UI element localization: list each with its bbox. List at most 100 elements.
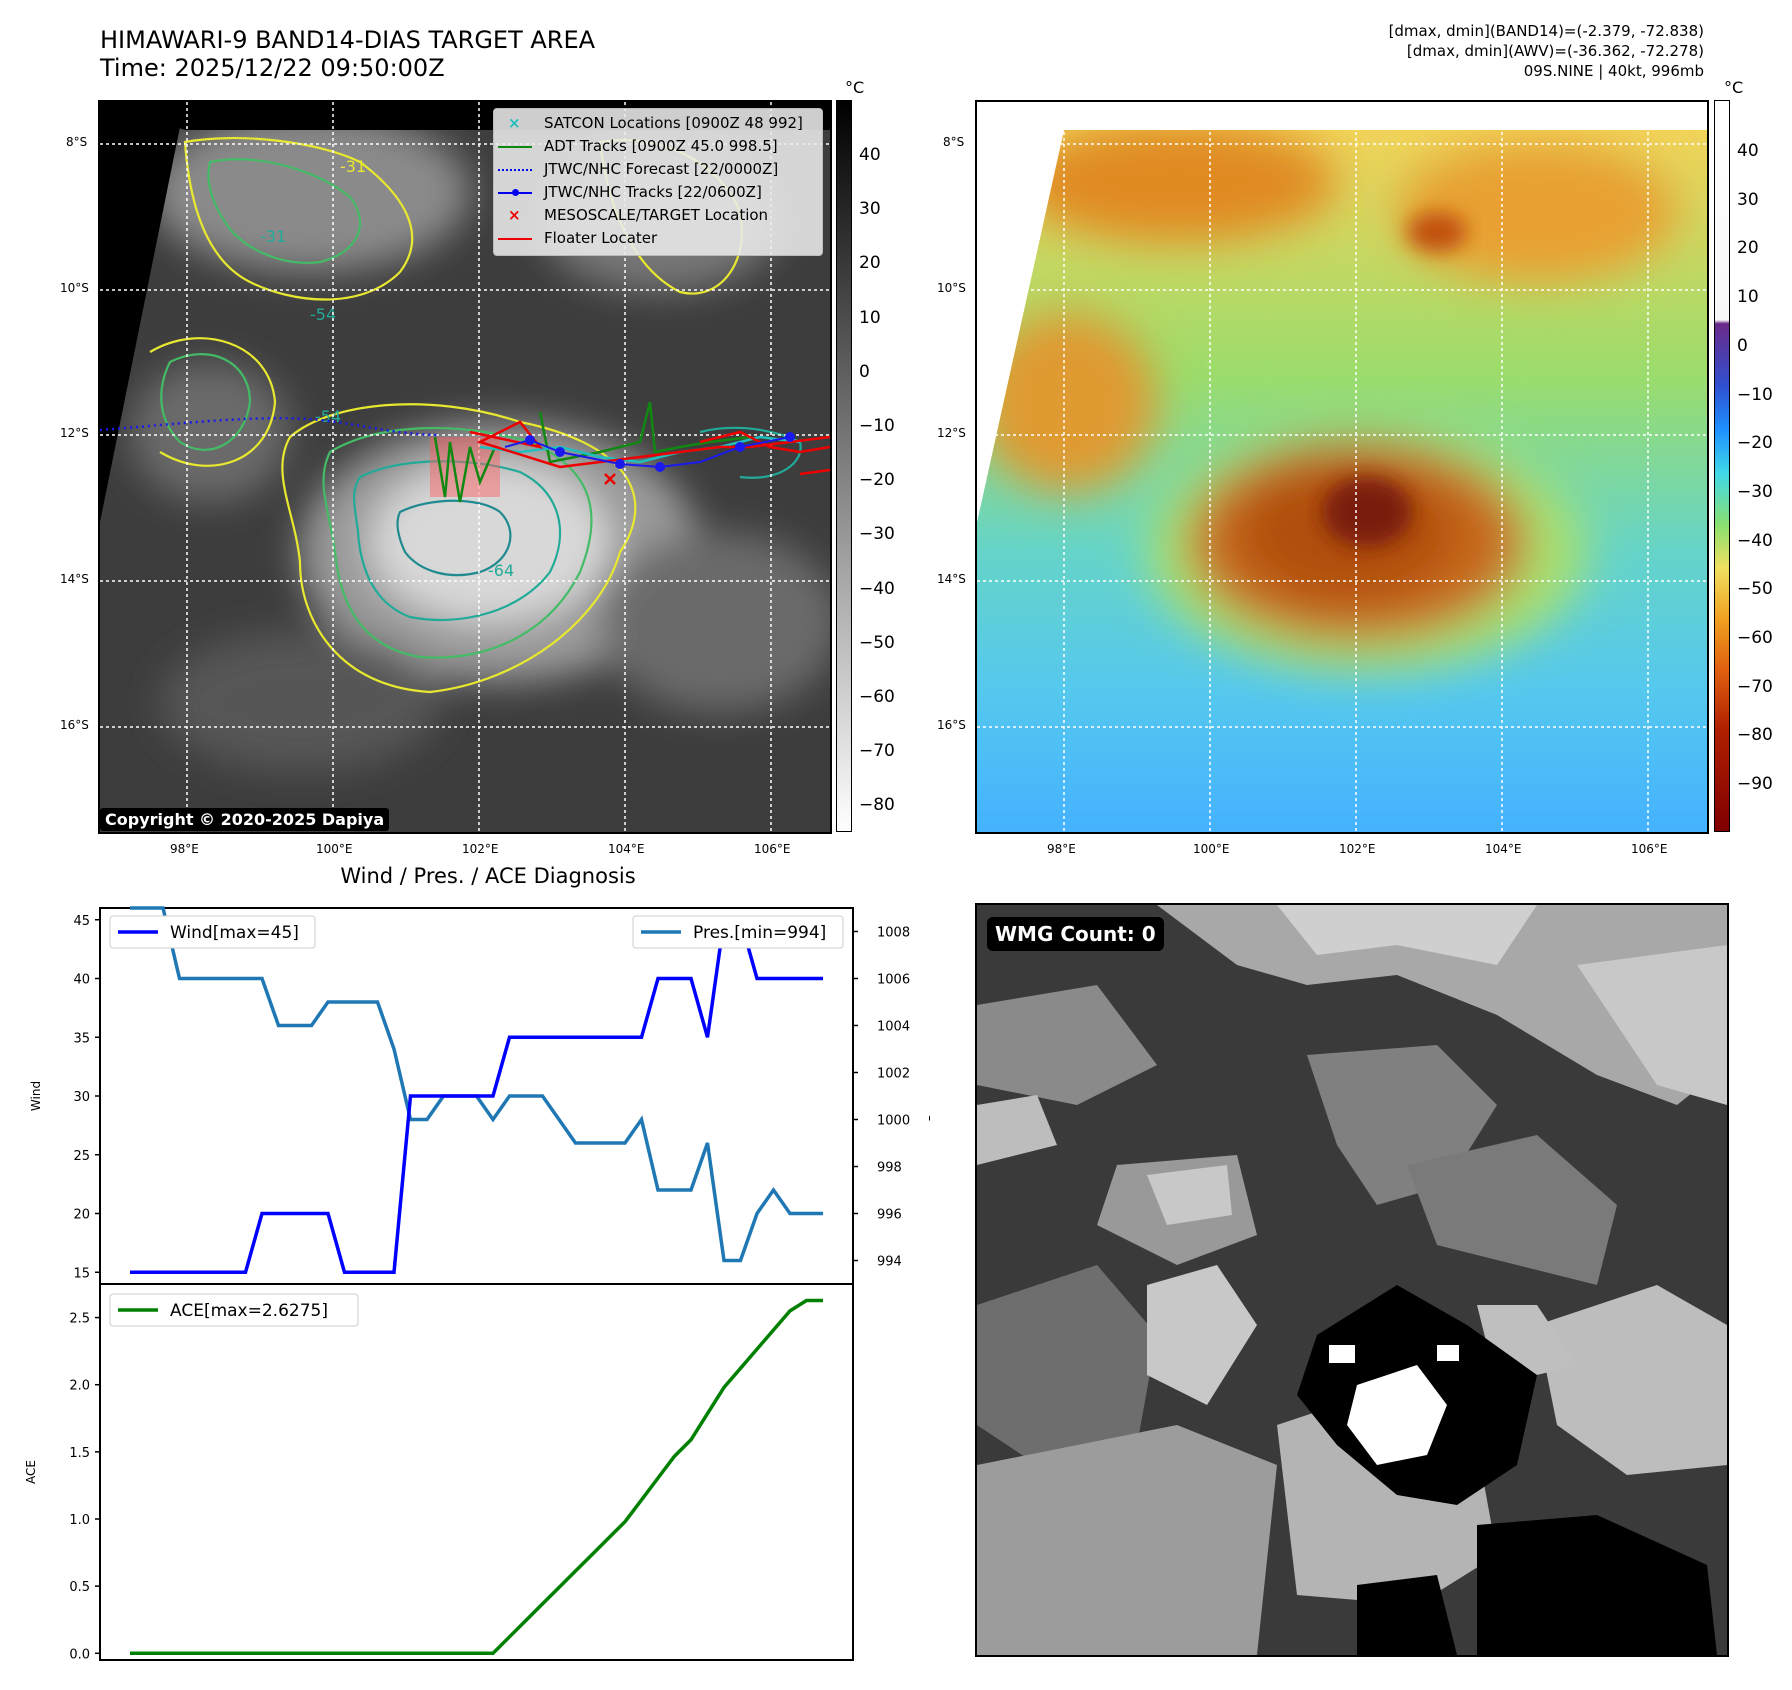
- colorbar-tick-label: −10: [859, 416, 895, 436]
- colorbar-tick-label: −70: [859, 741, 895, 762]
- legend-label: Floater Locater: [544, 229, 658, 247]
- lon-label: 102°E: [1339, 842, 1376, 856]
- colorbar-tick-label: 0: [859, 361, 870, 382]
- lon-label: 100°E: [1193, 842, 1230, 856]
- colorbar-tick-label: −80: [1737, 725, 1773, 746]
- pressure-legend: Pres.[min=994]: [632, 915, 844, 949]
- colorbar-tick-label: −40: [859, 578, 895, 599]
- colorbar-unit: °C: [1724, 78, 1744, 97]
- y2-tick-label: 1008: [877, 926, 910, 941]
- legend-label: SATCON Locations [0900Z 48 992]: [544, 114, 803, 132]
- colorbar-tick-label: 10: [859, 307, 881, 328]
- y-tick-label: 0.0: [69, 1647, 90, 1662]
- y-axis-label: Wind: [29, 1081, 43, 1111]
- lon-label: 106°E: [1631, 842, 1668, 856]
- legend-label: JTWC/NHC Tracks [22/0600Z]: [544, 183, 762, 201]
- chart-title: HIMAWARI-9 BAND14-DIAS TARGET AREA: [100, 26, 596, 54]
- info-storm-summary: 09S.NINE | 40kt, 996mb: [1523, 62, 1704, 80]
- line-marker-icon: [498, 146, 532, 148]
- color-colorbar: [1714, 100, 1730, 832]
- lon-label: 104°E: [608, 842, 645, 856]
- copyright-badge: Copyright © 2020-2025 Dapiya: [100, 808, 390, 831]
- colorbar-tick-label: −60: [859, 687, 895, 707]
- y-tick-label: 2.5: [69, 1312, 90, 1327]
- contour-label: -54: [315, 407, 341, 426]
- chart-time: Time: 2025/12/22 09:50:00Z: [100, 54, 445, 82]
- y2-tick-label: 1004: [877, 1020, 910, 1035]
- y-tick-label: 20: [73, 1208, 90, 1223]
- x-marker-icon: ×: [508, 114, 521, 132]
- y-tick-label: 15: [73, 1266, 90, 1281]
- lat-label: 12°S: [60, 426, 89, 440]
- info-band14-range: [dmax, dmin](BAND14)=(-2.379, -72.838): [1388, 22, 1704, 40]
- wmg-image: [977, 905, 1727, 1655]
- map-legend: × SATCON Locations [0900Z 48 992] ADT Tr…: [493, 108, 823, 256]
- y-tick-label: 1.0: [69, 1513, 90, 1528]
- diagnosis-title: Wind / Pres. / ACE Diagnosis: [340, 864, 636, 888]
- lon-label: 106°E: [754, 842, 791, 856]
- ace-plot-frame: [99, 1283, 854, 1661]
- colorbar-tick-label: 0: [1737, 335, 1748, 356]
- colorbar-tick-label: −60: [1737, 628, 1773, 648]
- lat-label: 14°S: [60, 572, 89, 586]
- wmg-count-badge: WMG Count: 0: [987, 917, 1164, 951]
- ace-legend-label: ACE[max=2.6275]: [170, 1301, 328, 1321]
- lat-label: 14°S: [937, 572, 966, 586]
- colorbar-tick-label: −30: [859, 524, 895, 545]
- legend-item-forecast: JTWC/NHC Forecast [22/0000Z]: [494, 158, 822, 181]
- lat-label: 16°S: [60, 718, 89, 732]
- lat-label: 12°S: [937, 426, 966, 440]
- y-tick-label: 1.5: [69, 1446, 90, 1461]
- colorbar-tick-label: −20: [1737, 433, 1773, 454]
- lon-label: 102°E: [462, 842, 499, 856]
- legend-item-adt: ADT Tracks [0900Z 45.0 998.5]: [494, 135, 822, 158]
- y-tick-label: 25: [73, 1149, 90, 1164]
- y-tick-label: 30: [73, 1090, 90, 1105]
- ace-axis-label: ACE: [24, 1460, 38, 1484]
- contour-label: -31: [340, 157, 366, 176]
- y-tick-label: 45: [73, 914, 90, 929]
- wind-legend-label: Wind[max=45]: [170, 923, 299, 943]
- colorbar-tick-label: 40: [1737, 141, 1759, 161]
- line-marker-icon: [498, 238, 532, 240]
- colorbar-tick-label: 30: [859, 199, 881, 220]
- lon-label: 98°E: [170, 842, 199, 856]
- colorbar-tick-label: −10: [1737, 384, 1773, 405]
- colorbar-tick-label: −30: [1737, 481, 1773, 502]
- lat-label: 16°S: [937, 718, 966, 732]
- legend-item-target: × MESOSCALE/TARGET Location: [494, 204, 822, 227]
- colorbar-tick-label: −40: [1737, 530, 1773, 551]
- colorbar-tick-label: −50: [859, 632, 895, 653]
- lon-label: 104°E: [1485, 842, 1522, 856]
- lat-label: 8°S: [66, 135, 88, 149]
- legend-label: JTWC/NHC Forecast [22/0000Z]: [544, 160, 779, 178]
- gray-colorbar: [836, 100, 852, 832]
- y2-tick-label: 998: [877, 1161, 902, 1176]
- contour-label: -54: [310, 305, 336, 324]
- wmg-panel: WMG Count: 0: [975, 903, 1729, 1657]
- y2-tick-label: 1000: [877, 1114, 910, 1129]
- lat-label: 10°S: [937, 281, 966, 295]
- awv-map-panel: [975, 100, 1709, 834]
- colorbar-tick-label: −70: [1737, 676, 1773, 697]
- contour-label: -64: [488, 561, 514, 580]
- wind-legend: Wind[max=45]: [109, 915, 316, 949]
- y2-tick-label: 1006: [877, 973, 910, 988]
- colorbar-tick-label: 40: [859, 145, 881, 165]
- legend-label: ADT Tracks [0900Z 45.0 998.5]: [544, 137, 778, 155]
- y2-axis-label: Pressure: [927, 1070, 930, 1121]
- colorbar-tick-label: −20: [859, 470, 895, 491]
- y-tick-label: 2.0: [69, 1379, 90, 1394]
- dot-marker-icon: [512, 189, 519, 196]
- lon-label: 100°E: [316, 842, 353, 856]
- colorbar-tick-label: −80: [859, 795, 895, 816]
- contour-label: -31: [260, 227, 286, 246]
- y2-tick-label: 996: [877, 1208, 902, 1223]
- colorbar-tick-label: 20: [1737, 238, 1759, 259]
- diagnosis-charts: 15 20 25 30 35 40 45 994 996 998 1000 1002 1004 1006 1…: [24, 906, 930, 1662]
- y-tick-label: 35: [73, 1031, 90, 1046]
- colorbar-unit: °C: [845, 78, 865, 97]
- pressure-legend-label: Pres.[min=994]: [693, 923, 826, 943]
- legend-item-floater: Floater Locater: [494, 227, 822, 250]
- colorbar-tick-label: 30: [1737, 189, 1759, 210]
